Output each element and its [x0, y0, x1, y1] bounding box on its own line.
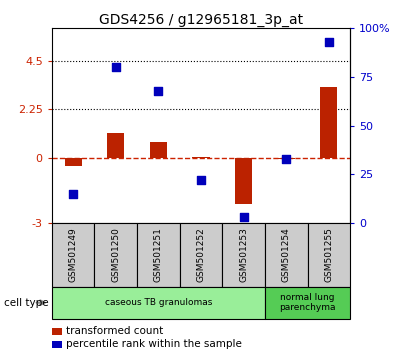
Bar	[107, 133, 124, 158]
Text: caseous TB granulomas: caseous TB granulomas	[105, 298, 212, 307]
Text: normal lung
parenchyma: normal lung parenchyma	[279, 293, 336, 312]
Point	[70, 191, 76, 197]
Text: GSM501253: GSM501253	[239, 227, 248, 282]
Text: GSM501250: GSM501250	[111, 227, 120, 282]
Point	[283, 156, 289, 161]
Point	[240, 214, 247, 220]
Point	[326, 39, 332, 45]
Text: cell type: cell type	[4, 298, 49, 308]
Bar	[193, 157, 209, 158]
Point	[198, 177, 204, 183]
Point	[113, 64, 119, 70]
Point	[155, 88, 162, 93]
Bar	[265, 223, 308, 287]
Bar	[52, 287, 265, 319]
Text: GSM501251: GSM501251	[154, 227, 163, 282]
Text: GSM501254: GSM501254	[282, 228, 291, 282]
Bar	[179, 223, 222, 287]
Text: transformed count: transformed count	[66, 326, 163, 336]
Bar	[137, 223, 179, 287]
Bar	[64, 158, 82, 166]
Bar	[278, 158, 295, 159]
Bar	[222, 223, 265, 287]
Bar	[52, 223, 94, 287]
Bar	[150, 142, 167, 158]
Text: GSM501252: GSM501252	[197, 228, 205, 282]
Bar	[94, 223, 137, 287]
Bar	[265, 287, 350, 319]
Text: GSM501249: GSM501249	[68, 228, 78, 282]
Bar	[235, 158, 252, 204]
Title: GDS4256 / g12965181_3p_at: GDS4256 / g12965181_3p_at	[99, 13, 303, 27]
Text: percentile rank within the sample: percentile rank within the sample	[66, 339, 242, 349]
Bar	[320, 87, 338, 158]
Bar	[308, 223, 350, 287]
Text: GSM501255: GSM501255	[324, 227, 334, 282]
